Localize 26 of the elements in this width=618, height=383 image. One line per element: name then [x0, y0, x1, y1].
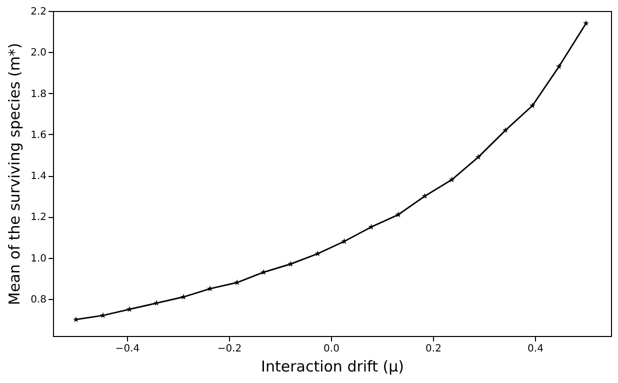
- point: [395, 211, 402, 218]
- y-tick-label: 1.8: [30, 88, 46, 100]
- y-tick-label: 0.8: [30, 294, 46, 306]
- y-tick-label: 1.0: [30, 253, 46, 264]
- point: [502, 127, 508, 133]
- x-tick-label: −0.2: [217, 344, 242, 354]
- point: [583, 20, 590, 26]
- point: [341, 238, 348, 244]
- x-axis-title: Interaction drift (μ): [261, 358, 404, 376]
- x-tick-label: 0.4: [528, 344, 544, 354]
- point: [529, 102, 536, 108]
- x-tick-label: 0.2: [426, 344, 442, 354]
- point: [422, 192, 428, 199]
- point: [368, 224, 374, 230]
- y-tick-label: 2.2: [30, 6, 46, 18]
- point: [448, 176, 455, 182]
- x-tick-label: −0.4: [115, 344, 140, 354]
- point: [314, 250, 321, 256]
- y-axis-title: Mean of the surviving species (m*): [6, 42, 24, 306]
- point: [556, 63, 562, 70]
- y-tick-label: 2.0: [30, 48, 46, 59]
- x-tick-label: 0.0: [324, 344, 340, 354]
- y-tick-label: 1.6: [30, 130, 46, 141]
- y-tick-label: 1.2: [30, 212, 46, 224]
- point: [475, 154, 482, 160]
- y-tick-label: 1.4: [30, 171, 46, 182]
